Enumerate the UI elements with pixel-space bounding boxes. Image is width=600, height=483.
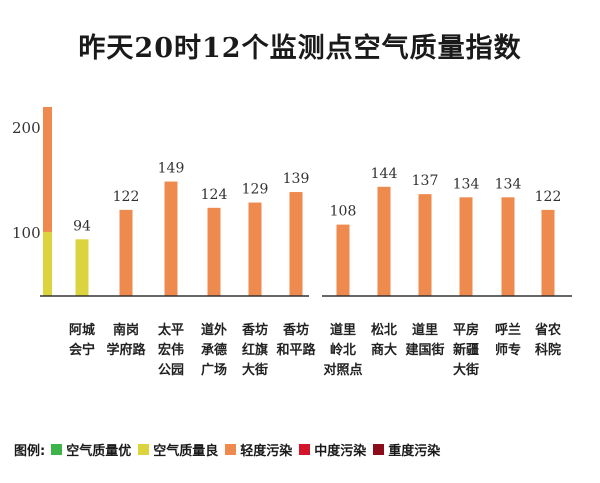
category-label: 建国街: [405, 342, 444, 358]
bar-value-label: 129: [242, 182, 269, 198]
chart-title: 昨天20时12个监测点空气质量指数: [78, 33, 522, 64]
legend-item-excellent: 空气质量优: [51, 440, 131, 459]
bar: [119, 209, 133, 296]
bar: [418, 194, 432, 296]
bar-value-label: 134: [453, 176, 480, 192]
legend-item-light-pollution: 轻度污染: [225, 440, 292, 459]
legend-text: 轻度污染: [240, 444, 293, 459]
bar-value-label: 144: [371, 166, 398, 182]
category-label: 广场: [201, 362, 227, 378]
category-label: 岭北: [330, 342, 356, 358]
category-label: 阿城: [69, 322, 95, 338]
legend-swatch: [299, 444, 311, 455]
bar-chart: 100 200 94 122 149 124 129 139 108 144 137 134 134 1…: [12, 107, 572, 378]
y-tick-label: 100: [12, 224, 41, 242]
scale-bar-band-1: [43, 107, 52, 232]
category-label: 公园: [158, 363, 184, 378]
category-label: 师专: [495, 342, 521, 358]
bar: [459, 197, 473, 296]
category-label: 学府路: [106, 342, 146, 358]
legend-swatch: [373, 444, 385, 455]
legend-text: 空气质量良: [153, 444, 219, 459]
bar-value-label: 94: [73, 218, 91, 234]
category-label: 和平路: [276, 342, 316, 358]
legend-item-good: 空气质量良: [138, 440, 218, 459]
legend-text: 空气质量优: [66, 444, 132, 459]
bar-value-label: 108: [330, 204, 357, 220]
category-label: 道里: [412, 322, 438, 338]
bar: [289, 192, 303, 296]
category-label: 会宁: [69, 342, 95, 358]
category-label: 对照点: [323, 362, 362, 378]
legend-text: 重度污染: [388, 444, 441, 459]
category-label: 大街: [242, 362, 268, 378]
bar: [501, 197, 515, 296]
bar: [377, 186, 391, 296]
legend-label: 图例:: [14, 444, 46, 459]
category-label: 商大: [371, 342, 397, 358]
category-labels-layer: 阿城会宁南岗学府路太平宏伟公园道外承德广场香坊红旗大街香坊和平路道里岭北对照点松…: [69, 322, 561, 378]
bar-value-label: 137: [412, 173, 439, 189]
bar: [164, 181, 178, 296]
category-label: 宏伟: [158, 342, 184, 358]
bar: [541, 209, 555, 296]
legend: 图例: 空气质量优 空气质量良 轻度污染 中度污染 重度污染: [14, 440, 447, 459]
bar-value-label: 122: [113, 189, 140, 205]
bar-value-label: 124: [201, 187, 228, 203]
y-tick-label: 200: [12, 119, 41, 137]
scale-bar-layer: [43, 107, 52, 296]
bar: [207, 207, 221, 296]
legend-swatch: [138, 444, 150, 455]
category-label: 平房: [453, 322, 479, 338]
bar-value-label: 139: [283, 171, 310, 187]
bar: [336, 224, 350, 296]
category-label: 红旗: [242, 342, 268, 358]
legend-swatch: [51, 444, 63, 455]
bar: [75, 239, 89, 296]
bar-value-label: 134: [495, 176, 522, 192]
category-label: 松北: [371, 322, 397, 338]
category-label: 道外: [201, 322, 227, 338]
category-label: 南岗: [113, 322, 139, 338]
category-label: 呼兰: [495, 322, 521, 338]
bars-layer: 94 122 149 124 129 139 108 144 137 134 134 122: [73, 161, 561, 296]
category-label: 香坊: [282, 322, 309, 338]
category-label: 新疆: [453, 342, 479, 358]
category-label: 道里: [330, 322, 356, 338]
legend-text: 中度污染: [314, 444, 367, 459]
category-label: 承德: [201, 342, 227, 358]
bar-value-label: 149: [158, 161, 185, 177]
scale-bar-band-0: [43, 231, 52, 296]
bar-value-label: 122: [535, 189, 562, 205]
category-label: 香坊: [241, 322, 268, 338]
category-label: 科院: [535, 342, 561, 358]
category-label: 省农: [534, 322, 561, 338]
category-label: 大街: [453, 362, 479, 378]
legend-item-heavy-pollution: 重度污染: [373, 440, 440, 459]
y-tick-layer: 100 200: [12, 119, 41, 242]
legend-swatch: [225, 444, 237, 455]
category-label: 太平: [157, 322, 184, 338]
legend-item-moderate-pollution: 中度污染: [299, 440, 366, 459]
bar: [248, 202, 262, 296]
